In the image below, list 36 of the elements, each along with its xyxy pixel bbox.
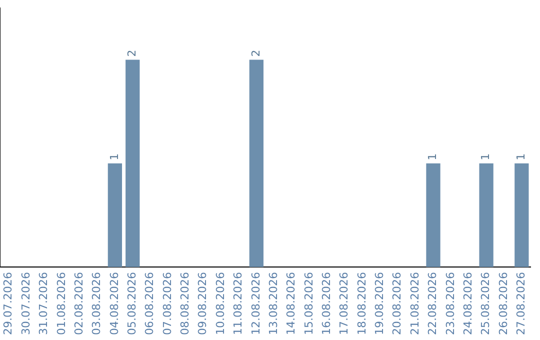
- x-tick-label: 22.08.2026: [426, 272, 440, 336]
- x-tick-label: 11.08.2026: [232, 272, 245, 336]
- x-tick-label: 04.08.2026: [108, 272, 121, 336]
- x-tick-label: 18.08.2026: [355, 272, 368, 336]
- data-label: 1: [479, 153, 492, 160]
- data-label: 1: [426, 153, 440, 160]
- x-tick-label: 19.08.2026: [373, 272, 386, 336]
- x-tick-label: 14.08.2026: [284, 272, 298, 336]
- x-tick-label: 05.08.2026: [125, 272, 138, 336]
- data-label: 2: [125, 50, 138, 57]
- x-tick-label: 09.08.2026: [196, 272, 210, 336]
- x-tick-label: 20.08.2026: [390, 272, 404, 336]
- data-label: 2: [249, 50, 262, 57]
- x-tick-label: 26.08.2026: [496, 272, 510, 336]
- x-tick-label: 08.08.2026: [178, 272, 192, 336]
- x-tick-label: 25.08.2026: [479, 272, 492, 336]
- x-tick-label: 15.08.2026: [302, 272, 316, 336]
- x-tick-label: 31.07.2026: [37, 272, 50, 336]
- x-tick-label: 13.08.2026: [266, 272, 280, 336]
- x-tick-label: 06.08.2026: [143, 272, 156, 336]
- x-tick-label: 16.08.2026: [320, 272, 334, 336]
- x-tick-label: 23.08.2026: [444, 272, 457, 336]
- x-tick-label: 02.08.2026: [72, 272, 86, 336]
- x-tick-label: 07.08.2026: [160, 272, 174, 336]
- data-label: 1: [514, 153, 528, 160]
- x-tick-label: 24.08.2026: [461, 272, 474, 336]
- x-tick-label: 10.08.2026: [214, 272, 227, 336]
- x-tick-label: 29.07.2026: [2, 272, 15, 336]
- x-tick-label: 03.08.2026: [90, 272, 104, 336]
- x-tick-label: 21.08.2026: [408, 272, 422, 336]
- x-tick-label: 12.08.2026: [249, 272, 262, 336]
- x-tick-label: 17.08.2026: [338, 272, 351, 336]
- x-tick-label: 30.07.2026: [19, 272, 32, 336]
- x-tick-label: 27.08.2026: [514, 272, 528, 336]
- x-tick-label: 01.08.2026: [54, 272, 68, 336]
- data-label: 1: [108, 153, 121, 160]
